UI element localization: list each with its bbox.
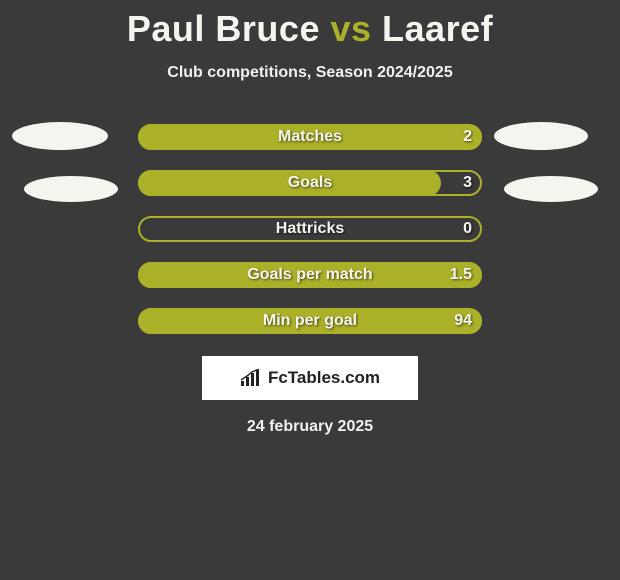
bar-value: 3 xyxy=(463,174,472,192)
badge-text: FcTables.com xyxy=(268,368,380,388)
decoration-ellipse xyxy=(494,122,588,150)
bar-value: 1.5 xyxy=(450,266,472,284)
stat-row: Matches 2 xyxy=(138,124,482,150)
title-left: Paul Bruce xyxy=(127,8,320,49)
bar-label: Goals xyxy=(288,174,332,192)
title-right: Laaref xyxy=(382,8,493,49)
decoration-ellipse xyxy=(24,176,118,202)
date-text: 24 february 2025 xyxy=(0,418,620,436)
stat-row: Hattricks 0 xyxy=(138,216,482,242)
decoration-ellipse xyxy=(504,176,598,202)
stat-rows: Matches 2 Goals 3 Hattricks 0 Goals per … xyxy=(0,124,620,334)
bar-chart-icon xyxy=(240,369,262,387)
stat-row: Min per goal 94 xyxy=(138,308,482,334)
decoration-ellipse xyxy=(12,122,108,150)
bar-label: Matches xyxy=(278,128,342,146)
bar-label: Min per goal xyxy=(263,312,357,330)
title-vs: vs xyxy=(330,8,371,49)
page-title: Paul Bruce vs Laaref xyxy=(0,0,620,50)
subtitle: Club competitions, Season 2024/2025 xyxy=(0,64,620,82)
bar-label: Goals per match xyxy=(247,266,372,284)
bar-value: 0 xyxy=(463,220,472,238)
bar-value: 94 xyxy=(454,312,472,330)
stat-row: Goals per match 1.5 xyxy=(138,262,482,288)
stat-row: Goals 3 xyxy=(138,170,482,196)
source-badge: FcTables.com xyxy=(202,356,418,400)
bar-label: Hattricks xyxy=(276,220,344,238)
bar-value: 2 xyxy=(463,128,472,146)
